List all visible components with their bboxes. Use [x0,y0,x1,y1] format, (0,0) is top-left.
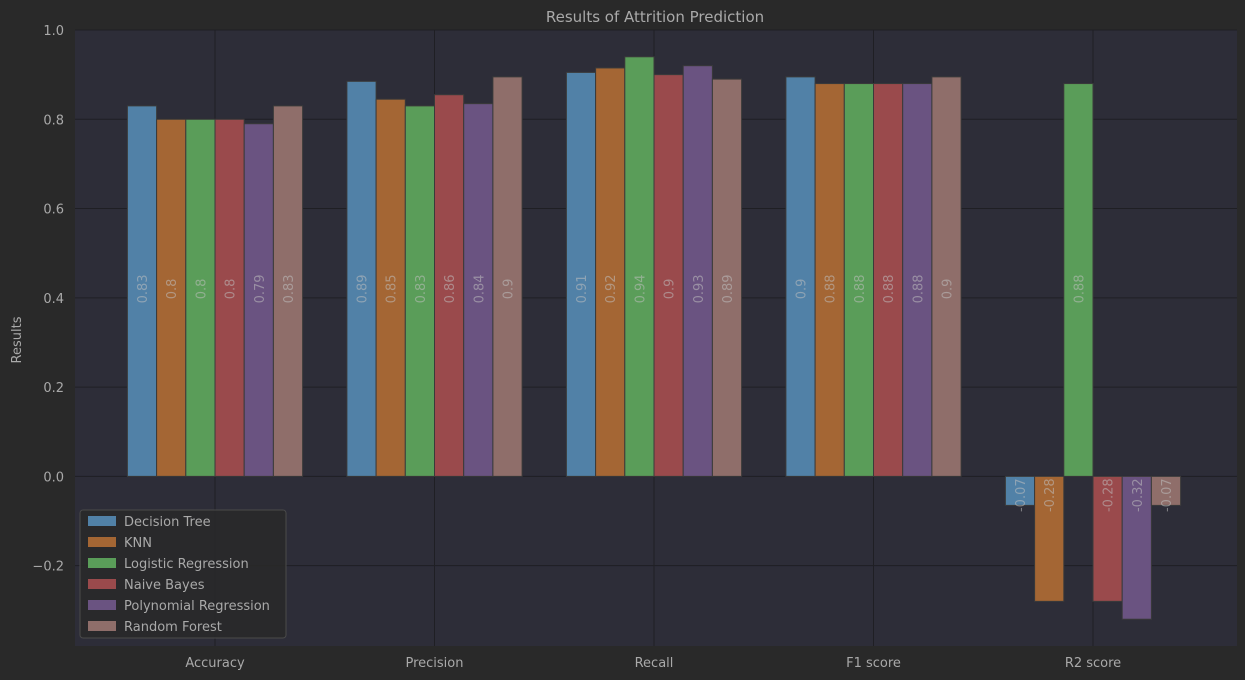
legend-swatch [88,600,116,610]
legend-entry-label: Logistic Regression [124,557,249,572]
legend-entry-label: Decision Tree [124,515,211,530]
x-tick-label: Accuracy [185,656,245,671]
legend-swatch [88,558,116,568]
legend-swatch [88,516,116,526]
x-tick-label: Recall [635,656,674,671]
bar [404,105,435,477]
data-label: 0.84 [472,274,487,303]
data-label: 0.92 [604,274,619,303]
bar [595,67,626,477]
x-tick-label: R2 score [1065,656,1121,671]
data-label: 0.8 [224,279,239,300]
data-labels: 0.83 0.8 0.8 0.8 0.79 0.83 0.89 0.85 0.83 0.86 0.8… [136,274,1175,512]
data-label: 0.83 [136,274,151,303]
data-label: 0.88 [1072,274,1087,303]
data-label: -0.07 [1160,478,1175,512]
bar [711,78,743,477]
bar [902,83,933,477]
bar [1150,475,1182,506]
data-label: -0.07 [1014,478,1029,512]
bars [126,56,1182,620]
data-label: -0.32 [1131,478,1146,512]
data-label: 0.86 [443,274,458,303]
legend-entry-label: Random Forest [124,620,222,635]
bar [492,76,523,477]
bar [814,83,845,477]
legend-swatch [88,579,116,589]
bar [463,103,494,477]
bar [375,98,406,477]
y-tick-label: 0.2 [43,381,64,396]
bar [1121,475,1152,620]
y-tick-label: 1.0 [43,24,64,39]
data-label: 0.89 [721,274,736,303]
bar [126,105,158,477]
data-label: 0.8 [165,279,180,300]
legend-entry-label: Naive Bayes [124,578,205,593]
bar [624,56,655,477]
data-label: 0.9 [795,279,810,300]
data-label: 0.91 [575,274,590,303]
bar [931,76,962,477]
data-label: 0.9 [941,279,956,300]
legend-entry-label: Polynomial Regression [124,599,270,614]
data-label: 0.88 [853,274,868,303]
legend-swatch [88,621,116,631]
bar [1034,475,1065,602]
y-tick-label: 0.0 [43,470,64,485]
bar [653,74,684,477]
bar [1063,83,1094,477]
data-label: 0.88 [911,274,926,303]
bar [843,83,874,477]
data-label: 0.83 [282,274,297,303]
bar [1092,475,1123,602]
y-tick-label: 0.8 [43,113,64,128]
x-tick-label: F1 score [846,656,901,671]
data-label: 0.9 [663,279,678,300]
data-label: 0.83 [414,274,429,303]
axes: 1.0 0.8 0.6 0.4 0.2 0.0 −0.2 Accuracy Precision R… [32,24,1121,671]
legend-frame [79,509,287,639]
data-label: 0.88 [882,274,897,303]
data-label: 0.93 [692,274,707,303]
data-label: 0.88 [824,274,839,303]
chart-title: Results of Attrition Prediction [546,8,764,26]
data-label: 0.94 [633,274,648,303]
bar [272,105,304,477]
y-axis-label: Results [10,316,25,363]
y-tick-label: −0.2 [32,560,64,575]
data-label: 0.85 [385,274,400,303]
data-label: 0.8 [194,279,209,300]
bar [785,76,816,477]
bar [682,65,713,477]
data-label: 0.79 [253,274,268,303]
data-label: 0.9 [502,279,517,300]
bar [214,118,245,477]
data-label: -0.28 [1043,478,1058,512]
y-tick-label: 0.4 [43,292,64,307]
data-label: 0.89 [356,274,371,303]
x-tick-label: Precision [405,656,463,671]
bar [185,118,216,477]
legend: Decision Tree KNN Logistic Regression Naive… [79,509,287,639]
bar [243,123,274,477]
legend-entry-label: KNN [124,536,152,551]
y-tick-label: 0.6 [43,203,64,218]
bar [565,71,597,477]
legend-swatch [88,537,116,547]
bar [346,80,377,477]
data-label: -0.28 [1102,478,1117,512]
